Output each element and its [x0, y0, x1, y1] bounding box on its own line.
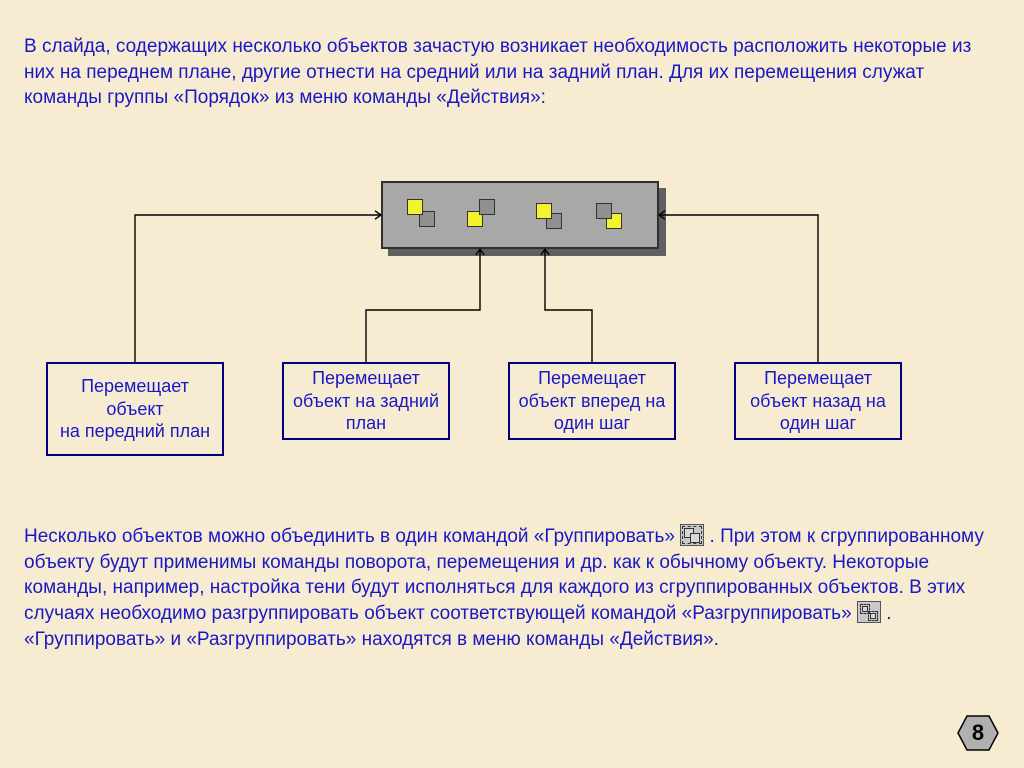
bring-forward-label: Перемещает объект вперед на один шаг [508, 362, 676, 440]
bring-forward-icon[interactable] [530, 197, 570, 233]
page-number-badge: 8 [954, 712, 1002, 754]
page-number: 8 [954, 720, 1002, 746]
send-to-back-label: Перемещает объект на задний план [282, 362, 450, 440]
send-backward-label: Перемещает объект назад на один шаг [734, 362, 902, 440]
intro-text: В слайда, содержащих несколько объектов … [24, 36, 971, 108]
slide-root: В слайда, содержащих несколько объектов … [0, 0, 1024, 768]
send-backward-icon[interactable] [590, 197, 630, 233]
group-icon [680, 524, 704, 546]
bring-to-front-label: Перемещает объект на передний план [46, 362, 224, 456]
grouping-paragraph: Несколько объектов можно объединить в од… [24, 524, 1000, 652]
send-to-back-icon[interactable] [465, 197, 505, 233]
ungroup-icon [857, 601, 881, 623]
bring-to-front-icon[interactable] [405, 197, 445, 233]
para2-part1: Несколько объектов можно объединить в од… [24, 526, 680, 547]
intro-paragraph: В слайда, содержащих несколько объектов … [24, 34, 1000, 111]
